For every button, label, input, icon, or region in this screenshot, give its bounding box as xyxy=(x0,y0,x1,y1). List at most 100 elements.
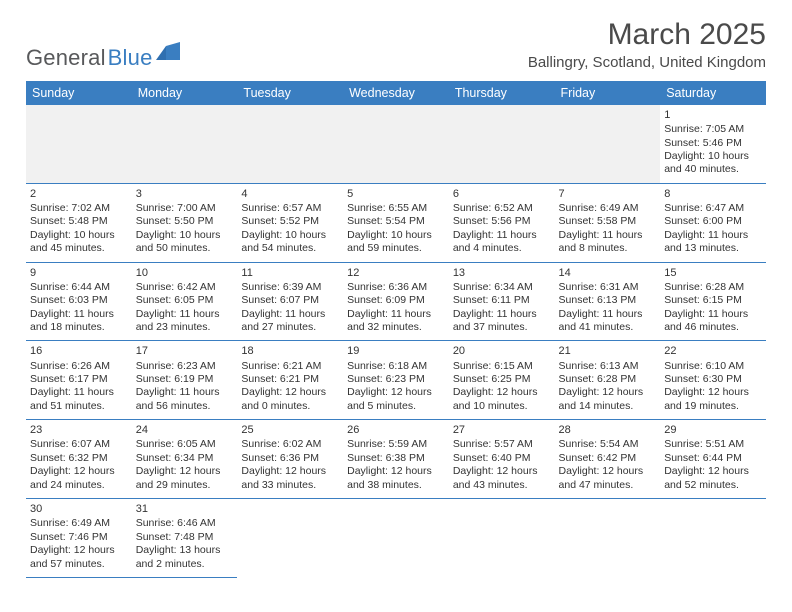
calendar-cell xyxy=(555,105,661,183)
sunrise-text: Sunrise: 6:21 AM xyxy=(241,360,339,373)
daylight-text: Daylight: 11 hours xyxy=(559,229,657,242)
day-number: 3 xyxy=(136,187,234,201)
sunrise-text: Sunrise: 6:36 AM xyxy=(347,281,445,294)
header: GeneralBlue March 2025 Ballingry, Scotla… xyxy=(26,18,766,71)
calendar-cell: 14Sunrise: 6:31 AMSunset: 6:13 PMDayligh… xyxy=(555,262,661,341)
calendar-cell xyxy=(343,499,449,578)
day-number: 6 xyxy=(453,187,551,201)
calendar-cell: 12Sunrise: 6:36 AMSunset: 6:09 PMDayligh… xyxy=(343,262,449,341)
daylight-text: and 51 minutes. xyxy=(30,400,128,413)
sunrise-text: Sunrise: 6:57 AM xyxy=(241,202,339,215)
daylight-text: Daylight: 11 hours xyxy=(559,308,657,321)
daylight-text: and 2 minutes. xyxy=(136,558,234,571)
daylight-text: and 59 minutes. xyxy=(347,242,445,255)
day-number: 4 xyxy=(241,187,339,201)
daylight-text: Daylight: 12 hours xyxy=(453,465,551,478)
sunset-text: Sunset: 6:25 PM xyxy=(453,373,551,386)
daylight-text: and 46 minutes. xyxy=(664,321,762,334)
brand-logo: GeneralBlue xyxy=(26,45,182,71)
daylight-text: Daylight: 10 hours xyxy=(136,229,234,242)
sunset-text: Sunset: 6:11 PM xyxy=(453,294,551,307)
sunset-text: Sunset: 6:07 PM xyxy=(241,294,339,307)
sunset-text: Sunset: 5:56 PM xyxy=(453,215,551,228)
calendar-cell xyxy=(555,499,661,578)
day-number: 11 xyxy=(241,266,339,280)
calendar-cell: 24Sunrise: 6:05 AMSunset: 6:34 PMDayligh… xyxy=(132,420,238,499)
daylight-text: Daylight: 11 hours xyxy=(664,308,762,321)
calendar-cell: 27Sunrise: 5:57 AMSunset: 6:40 PMDayligh… xyxy=(449,420,555,499)
calendar-cell: 21Sunrise: 6:13 AMSunset: 6:28 PMDayligh… xyxy=(555,341,661,420)
sunset-text: Sunset: 5:50 PM xyxy=(136,215,234,228)
day-header: Saturday xyxy=(660,81,766,105)
sunrise-text: Sunrise: 5:57 AM xyxy=(453,438,551,451)
day-number: 27 xyxy=(453,423,551,437)
day-number: 13 xyxy=(453,266,551,280)
daylight-text: and 56 minutes. xyxy=(136,400,234,413)
calendar-table: Sunday Monday Tuesday Wednesday Thursday… xyxy=(26,81,766,578)
brand-mark-icon xyxy=(156,42,182,60)
daylight-text: Daylight: 12 hours xyxy=(453,386,551,399)
calendar-cell: 25Sunrise: 6:02 AMSunset: 6:36 PMDayligh… xyxy=(237,420,343,499)
daylight-text: Daylight: 12 hours xyxy=(347,386,445,399)
sunrise-text: Sunrise: 6:18 AM xyxy=(347,360,445,373)
calendar-cell: 2Sunrise: 7:02 AMSunset: 5:48 PMDaylight… xyxy=(26,183,132,262)
calendar-cell xyxy=(237,105,343,183)
calendar-cell xyxy=(660,499,766,578)
calendar-cell: 18Sunrise: 6:21 AMSunset: 6:21 PMDayligh… xyxy=(237,341,343,420)
calendar-cell: 22Sunrise: 6:10 AMSunset: 6:30 PMDayligh… xyxy=(660,341,766,420)
daylight-text: Daylight: 12 hours xyxy=(559,465,657,478)
sunset-text: Sunset: 6:36 PM xyxy=(241,452,339,465)
sunset-text: Sunset: 6:38 PM xyxy=(347,452,445,465)
calendar-cell: 28Sunrise: 5:54 AMSunset: 6:42 PMDayligh… xyxy=(555,420,661,499)
sunrise-text: Sunrise: 6:15 AM xyxy=(453,360,551,373)
sunset-text: Sunset: 6:00 PM xyxy=(664,215,762,228)
day-number: 20 xyxy=(453,344,551,358)
sunset-text: Sunset: 6:42 PM xyxy=(559,452,657,465)
calendar-cell: 16Sunrise: 6:26 AMSunset: 6:17 PMDayligh… xyxy=(26,341,132,420)
day-header: Friday xyxy=(555,81,661,105)
calendar-cell: 19Sunrise: 6:18 AMSunset: 6:23 PMDayligh… xyxy=(343,341,449,420)
calendar-cell xyxy=(449,499,555,578)
sunrise-text: Sunrise: 6:49 AM xyxy=(559,202,657,215)
calendar-cell: 15Sunrise: 6:28 AMSunset: 6:15 PMDayligh… xyxy=(660,262,766,341)
day-number: 25 xyxy=(241,423,339,437)
sunrise-text: Sunrise: 6:10 AM xyxy=(664,360,762,373)
calendar-cell: 4Sunrise: 6:57 AMSunset: 5:52 PMDaylight… xyxy=(237,183,343,262)
title-block: March 2025 Ballingry, Scotland, United K… xyxy=(528,18,766,71)
daylight-text: Daylight: 11 hours xyxy=(453,308,551,321)
calendar-cell xyxy=(237,499,343,578)
day-number: 16 xyxy=(30,344,128,358)
sunset-text: Sunset: 6:17 PM xyxy=(30,373,128,386)
sunset-text: Sunset: 5:52 PM xyxy=(241,215,339,228)
day-number: 24 xyxy=(136,423,234,437)
sunrise-text: Sunrise: 5:51 AM xyxy=(664,438,762,451)
brand-name-2: Blue xyxy=(108,45,153,71)
sunrise-text: Sunrise: 6:05 AM xyxy=(136,438,234,451)
day-number: 14 xyxy=(559,266,657,280)
sunrise-text: Sunrise: 7:05 AM xyxy=(664,123,762,136)
day-number: 21 xyxy=(559,344,657,358)
calendar-cell: 31Sunrise: 6:46 AMSunset: 7:48 PMDayligh… xyxy=(132,499,238,578)
daylight-text: and 23 minutes. xyxy=(136,321,234,334)
sunset-text: Sunset: 6:28 PM xyxy=(559,373,657,386)
calendar-cell: 23Sunrise: 6:07 AMSunset: 6:32 PMDayligh… xyxy=(26,420,132,499)
daylight-text: and 43 minutes. xyxy=(453,479,551,492)
sunset-text: Sunset: 6:21 PM xyxy=(241,373,339,386)
day-number: 26 xyxy=(347,423,445,437)
day-number: 8 xyxy=(664,187,762,201)
daylight-text: and 5 minutes. xyxy=(347,400,445,413)
daylight-text: Daylight: 11 hours xyxy=(241,308,339,321)
daylight-text: Daylight: 10 hours xyxy=(241,229,339,242)
calendar-cell: 20 Sunrise: 6:15 AMSunset: 6:25 PMDayligh… xyxy=(449,341,555,420)
daylight-text: and 45 minutes. xyxy=(30,242,128,255)
daylight-text: and 47 minutes. xyxy=(559,479,657,492)
daylight-text: Daylight: 10 hours xyxy=(30,229,128,242)
sunset-text: Sunset: 6:32 PM xyxy=(30,452,128,465)
sunrise-text: Sunrise: 6:31 AM xyxy=(559,281,657,294)
sunset-text: Sunset: 6:15 PM xyxy=(664,294,762,307)
daylight-text: Daylight: 10 hours xyxy=(347,229,445,242)
sunset-text: Sunset: 6:09 PM xyxy=(347,294,445,307)
calendar-head: Sunday Monday Tuesday Wednesday Thursday… xyxy=(26,81,766,105)
daylight-text: and 54 minutes. xyxy=(241,242,339,255)
day-header: Tuesday xyxy=(237,81,343,105)
